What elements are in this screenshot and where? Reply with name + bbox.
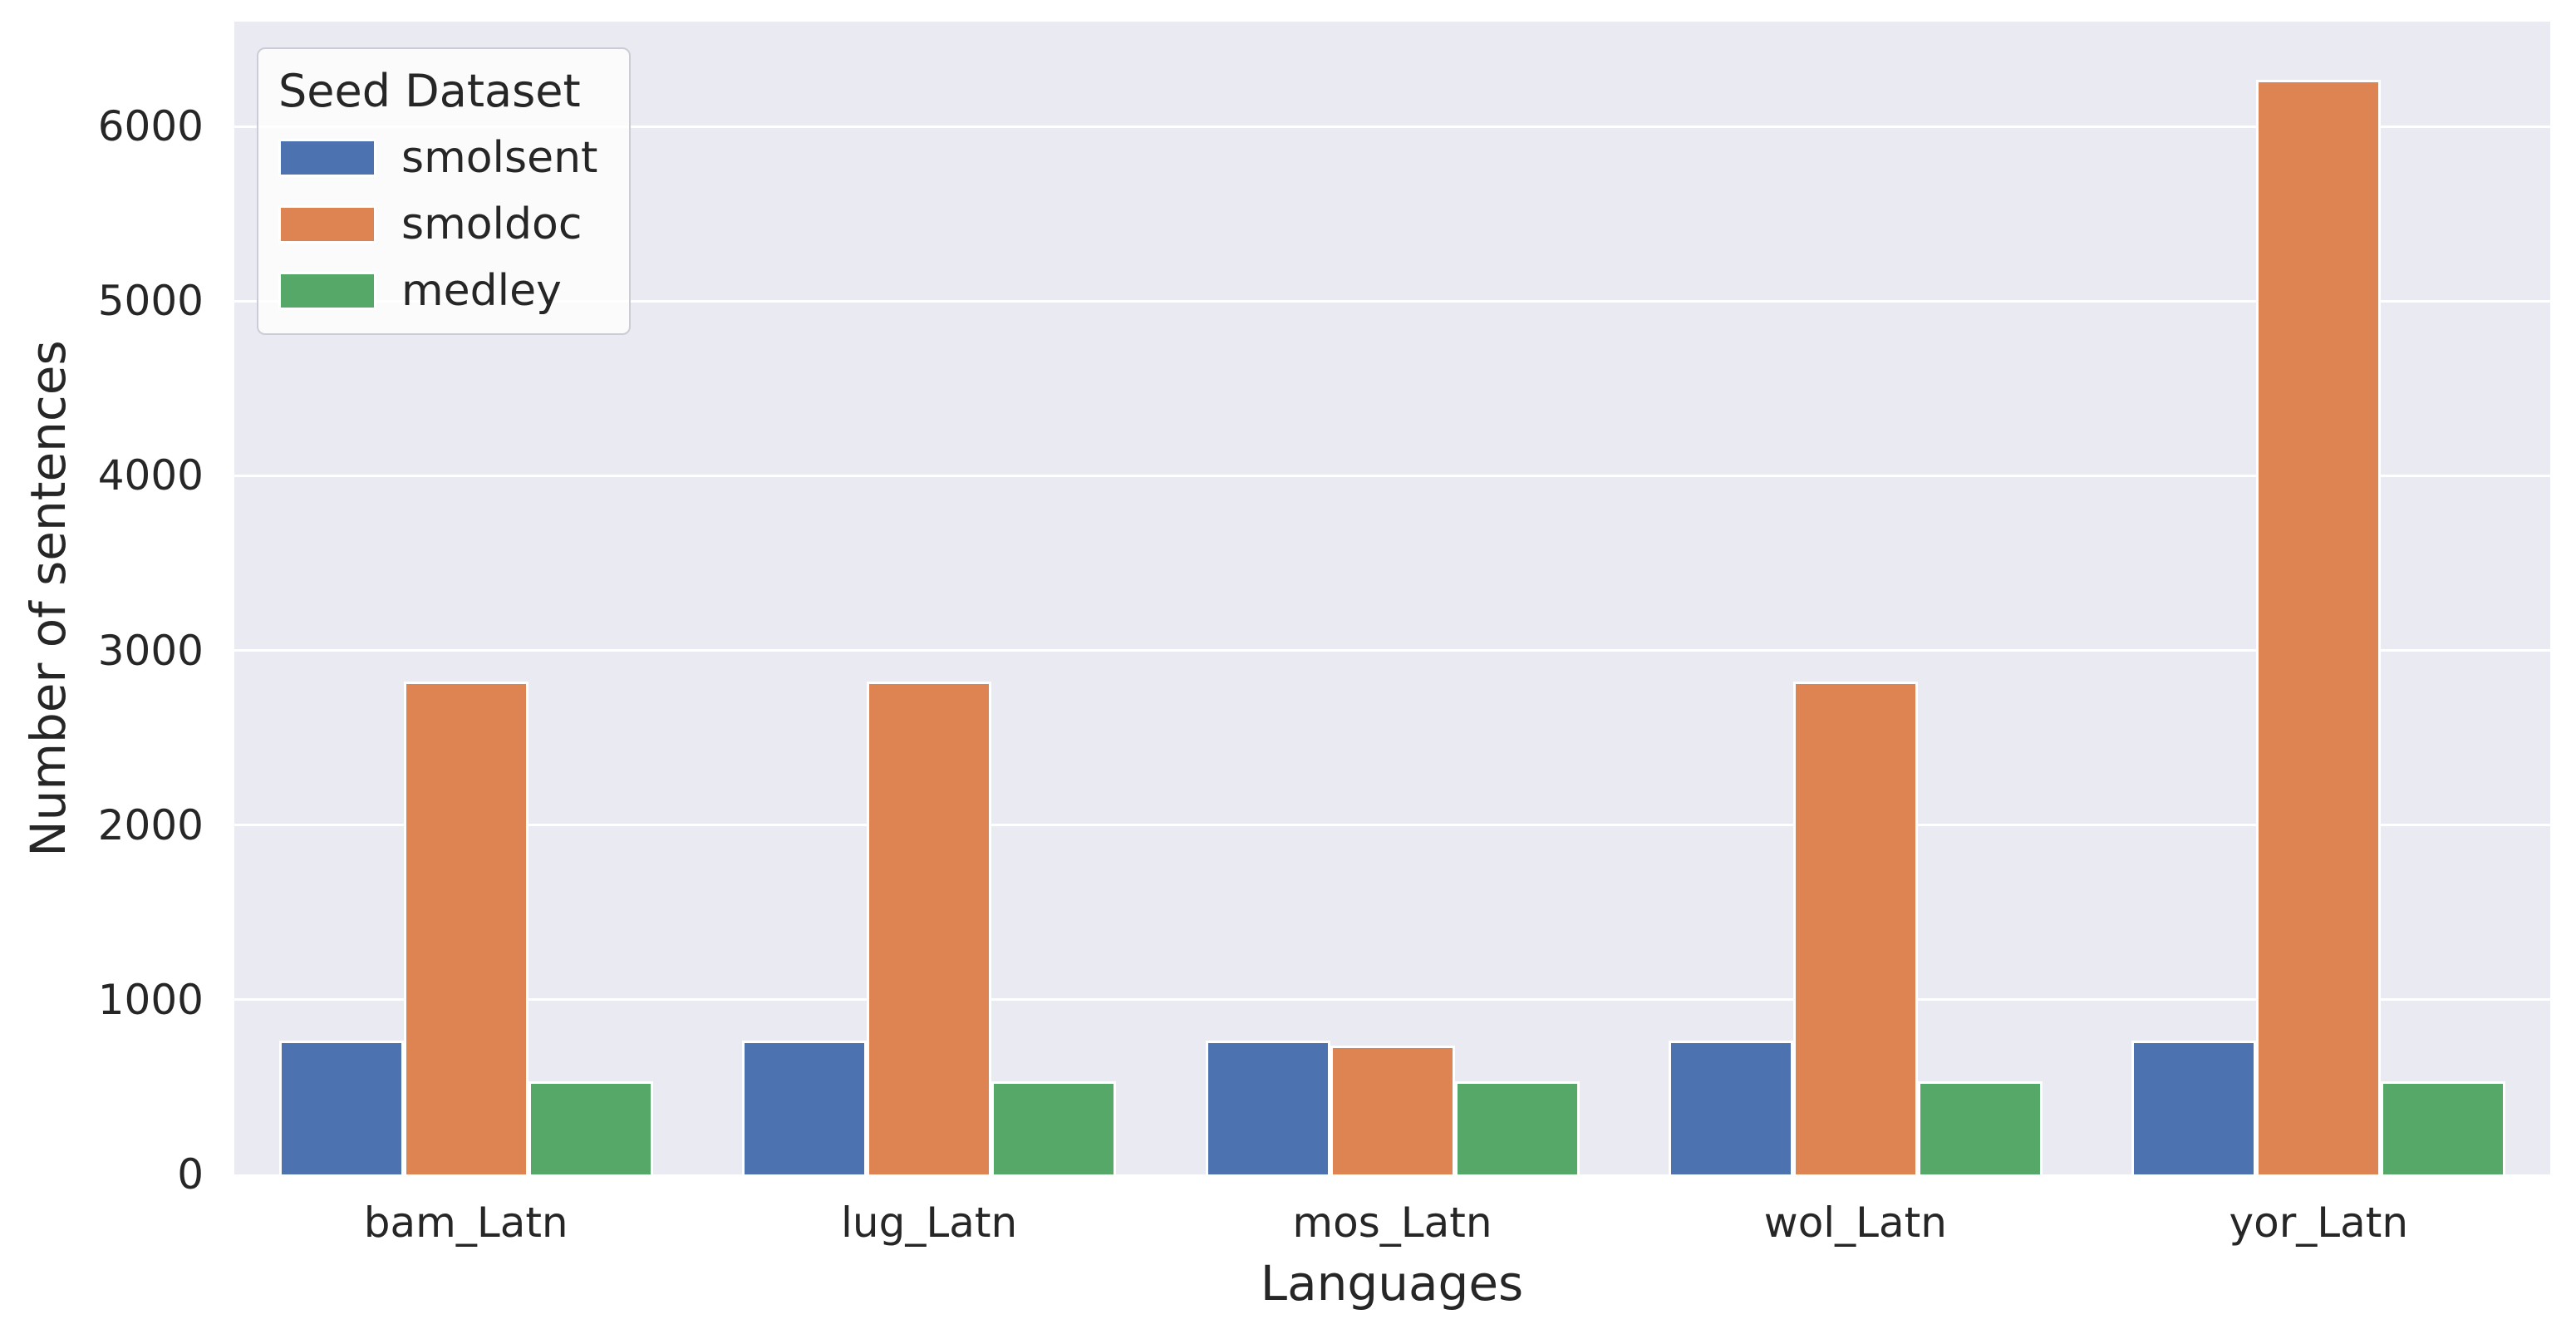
bar-medley-lug_Latn xyxy=(991,1081,1117,1174)
legend-label-smolsent: smolsent xyxy=(401,133,598,183)
legend-swatch-smolsent xyxy=(278,139,376,177)
legend-row-medley: medley xyxy=(278,266,629,316)
legend: Seed Dataset smolsent smoldoc medley xyxy=(257,47,631,335)
bar-medley-yor_Latn xyxy=(2381,1081,2506,1174)
gridline-2000 xyxy=(234,824,2550,827)
y-tick-label-4000: 4000 xyxy=(97,451,204,500)
bar-smolsent-bam_Latn xyxy=(278,1041,404,1174)
gridline-4000 xyxy=(234,474,2550,477)
bar-smolsent-lug_Latn xyxy=(742,1041,868,1174)
gridline-5000 xyxy=(234,299,2550,303)
legend-label-smoldoc: smoldoc xyxy=(401,199,583,249)
bar-medley-wol_Latn xyxy=(1917,1081,2043,1174)
legend-row-smoldoc: smoldoc xyxy=(278,199,629,249)
y-axis-label: Number of sentences xyxy=(20,340,76,857)
x-tick-label-yor_Latn: yor_Latn xyxy=(2229,1199,2409,1247)
x-tick-label-wol_Latn: wol_Latn xyxy=(1763,1199,1947,1247)
x-axis-label: Languages xyxy=(1260,1255,1524,1312)
bar-medley-bam_Latn xyxy=(528,1081,653,1174)
legend-row-smolsent: smolsent xyxy=(278,133,629,183)
y-tick-label-0: 0 xyxy=(177,1150,204,1199)
y-tick-label-3000: 3000 xyxy=(97,626,204,675)
gridline-3000 xyxy=(234,649,2550,652)
legend-swatch-medley xyxy=(278,272,376,310)
y-tick-label-5000: 5000 xyxy=(97,277,204,326)
y-tick-label-2000: 2000 xyxy=(97,800,204,849)
bar-smoldoc-lug_Latn xyxy=(867,682,992,1174)
x-tick-label-bam_Latn: bam_Latn xyxy=(363,1199,568,1247)
legend-rows: smolsent smoldoc medley xyxy=(278,133,629,316)
legend-label-medley: medley xyxy=(401,266,562,316)
bar-smolsent-wol_Latn xyxy=(1668,1041,1793,1174)
gridline-1000 xyxy=(234,998,2550,1002)
bar-smoldoc-wol_Latn xyxy=(1792,682,1918,1174)
y-tick-label-1000: 1000 xyxy=(97,975,204,1024)
bar-smolsent-yor_Latn xyxy=(2131,1041,2257,1174)
x-tick-label-mos_Latn: mos_Latn xyxy=(1292,1199,1492,1247)
legend-title: Seed Dataset xyxy=(278,65,581,117)
bar-smoldoc-yor_Latn xyxy=(2256,80,2382,1174)
y-tick-label-6000: 6000 xyxy=(97,102,204,151)
bar-smoldoc-mos_Latn xyxy=(1330,1045,1455,1174)
legend-swatch-smoldoc xyxy=(278,205,376,244)
gridline-6000 xyxy=(234,125,2550,128)
bar-smoldoc-bam_Latn xyxy=(403,682,528,1174)
bar-medley-mos_Latn xyxy=(1454,1081,1580,1174)
plot-area xyxy=(234,22,2550,1174)
bar-smolsent-mos_Latn xyxy=(1205,1041,1330,1174)
x-tick-label-lug_Latn: lug_Latn xyxy=(841,1199,1018,1247)
